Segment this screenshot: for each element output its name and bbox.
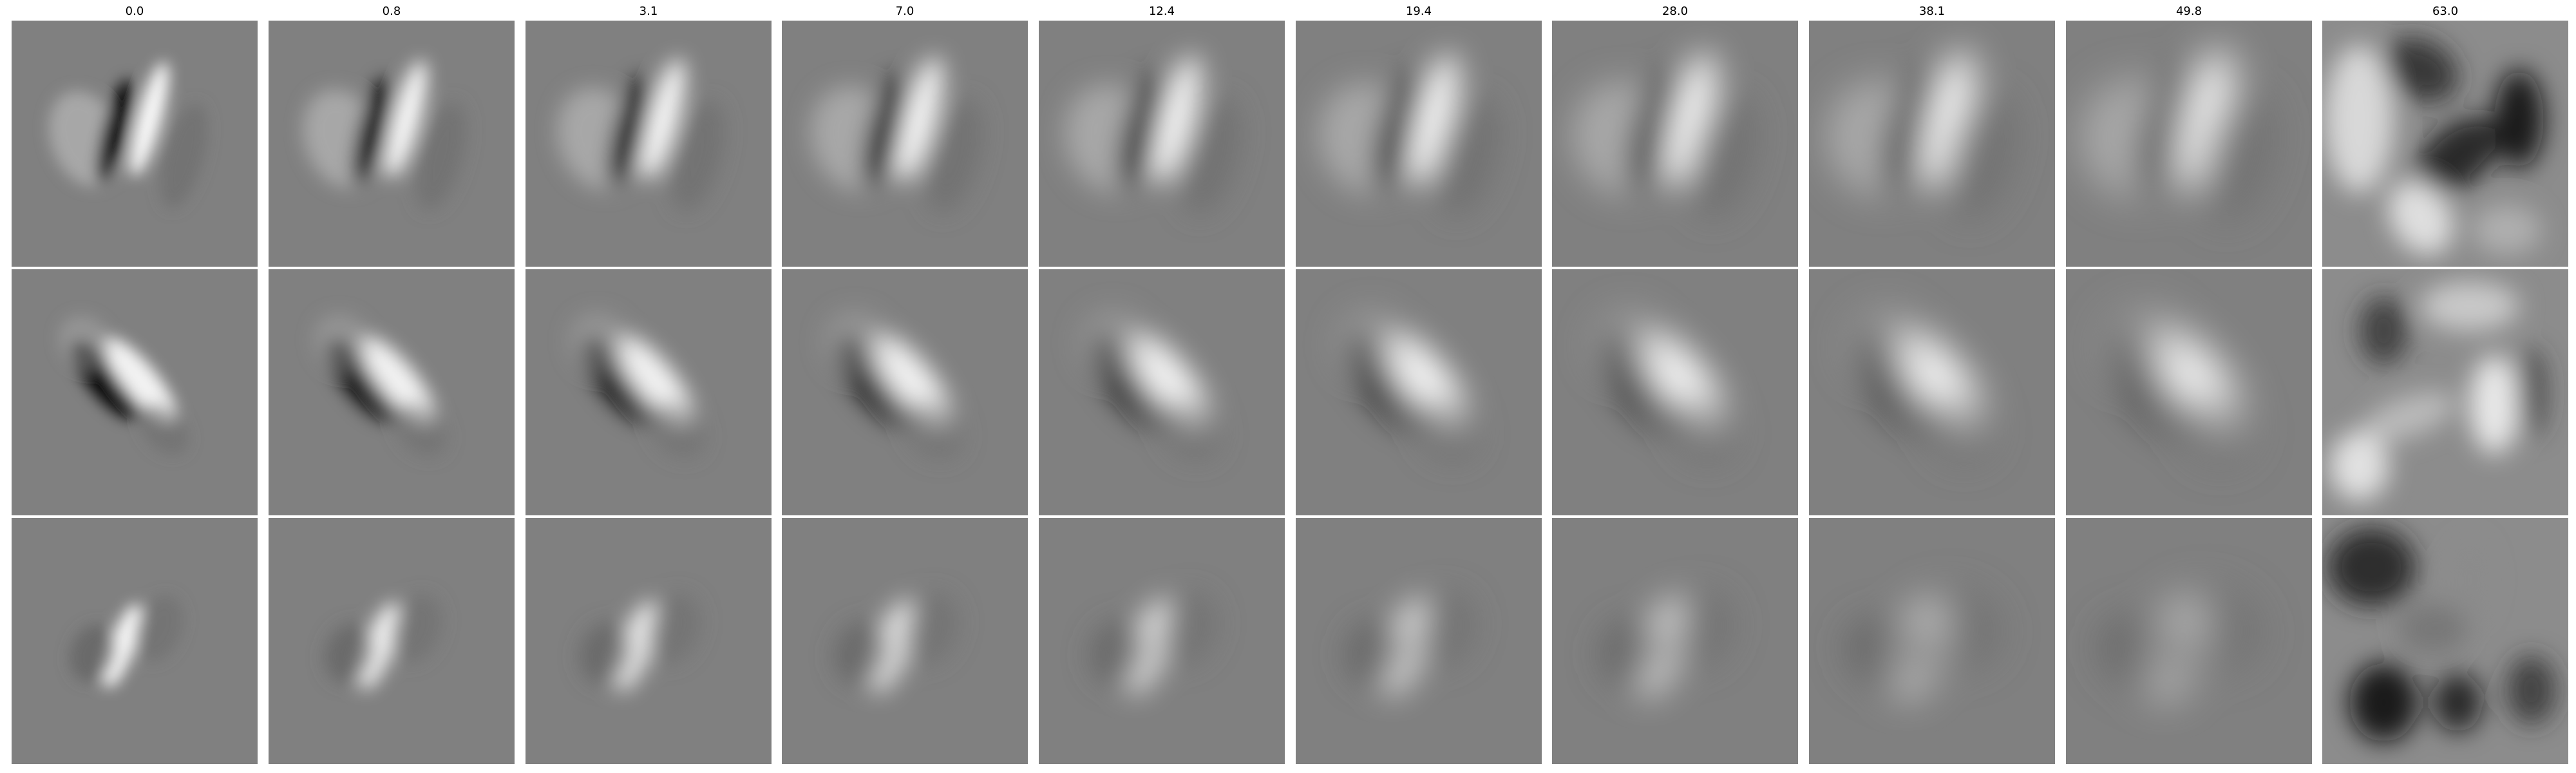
filter-panel (12, 518, 258, 764)
filter-panel (269, 21, 515, 267)
filter-panel (526, 21, 772, 267)
filter-panel (12, 269, 258, 515)
filter-panel (1809, 21, 2055, 267)
filter-panel (526, 269, 772, 515)
filter-panel (1552, 269, 1798, 515)
filter-image (1296, 269, 1542, 515)
filter-image (2322, 21, 2568, 267)
filter-image (2322, 269, 2568, 515)
filter-image (1809, 21, 2055, 267)
filter-panel (1809, 518, 2055, 764)
filter-panel (2066, 518, 2312, 764)
filter-panel (12, 21, 258, 267)
filter-panel (1552, 21, 1798, 267)
filter-panel (782, 518, 1028, 764)
column-title: 49.8 (2175, 5, 2202, 18)
filter-panel (782, 21, 1028, 267)
filter-image (1809, 269, 2055, 515)
filter-panel (1296, 21, 1542, 267)
filter-panel (1039, 269, 1285, 515)
column-title: 3.1 (639, 5, 658, 18)
filter-panel (269, 518, 515, 764)
filter-panel (269, 269, 515, 515)
filter-image (1296, 21, 1542, 267)
filter-panel (526, 518, 772, 764)
column-title: 38.1 (1918, 5, 1946, 18)
filter-image (12, 518, 258, 764)
filter-image (2322, 518, 2568, 764)
filter-image (1296, 518, 1542, 764)
filter-image (1039, 518, 1285, 764)
column-title: 28.0 (1662, 5, 1689, 18)
filter-image (12, 21, 258, 267)
filter-image (269, 518, 515, 764)
column-title: 12.4 (1148, 5, 1175, 18)
filter-panel (2322, 21, 2568, 267)
filter-image (2066, 269, 2312, 515)
filter-image (526, 518, 772, 764)
filter-image (526, 269, 772, 515)
filter-image (526, 21, 772, 267)
column-title: 0.8 (382, 5, 401, 18)
column-title: 63.0 (2432, 5, 2459, 18)
column-title: 19.4 (1405, 5, 1432, 18)
filter-panel (2322, 518, 2568, 764)
filter-panel (1296, 518, 1542, 764)
filter-panel (782, 269, 1028, 515)
filter-image (1039, 21, 1285, 267)
filter-panel (1552, 518, 1798, 764)
filter-panel (2066, 21, 2312, 267)
filter-image (12, 269, 258, 515)
filter-panel (1809, 269, 2055, 515)
filter-panel (1039, 21, 1285, 267)
filter-image (1039, 269, 1285, 515)
filter-image (269, 269, 515, 515)
column-title: 7.0 (895, 5, 914, 18)
filter-image (1552, 21, 1798, 267)
filter-image (782, 518, 1028, 764)
filter-image (1809, 518, 2055, 764)
filter-panel (1039, 518, 1285, 764)
filter-image (782, 269, 1028, 515)
filter-image (2066, 21, 2312, 267)
filter-image (2066, 518, 2312, 764)
filter-image (1552, 518, 1798, 764)
filter-image (269, 21, 515, 267)
column-title: 0.0 (125, 5, 144, 18)
filter-panel (1296, 269, 1542, 515)
filter-panel (2066, 269, 2312, 515)
filter-panel (2322, 269, 2568, 515)
filter-image (782, 21, 1028, 267)
filter-image (1552, 269, 1798, 515)
